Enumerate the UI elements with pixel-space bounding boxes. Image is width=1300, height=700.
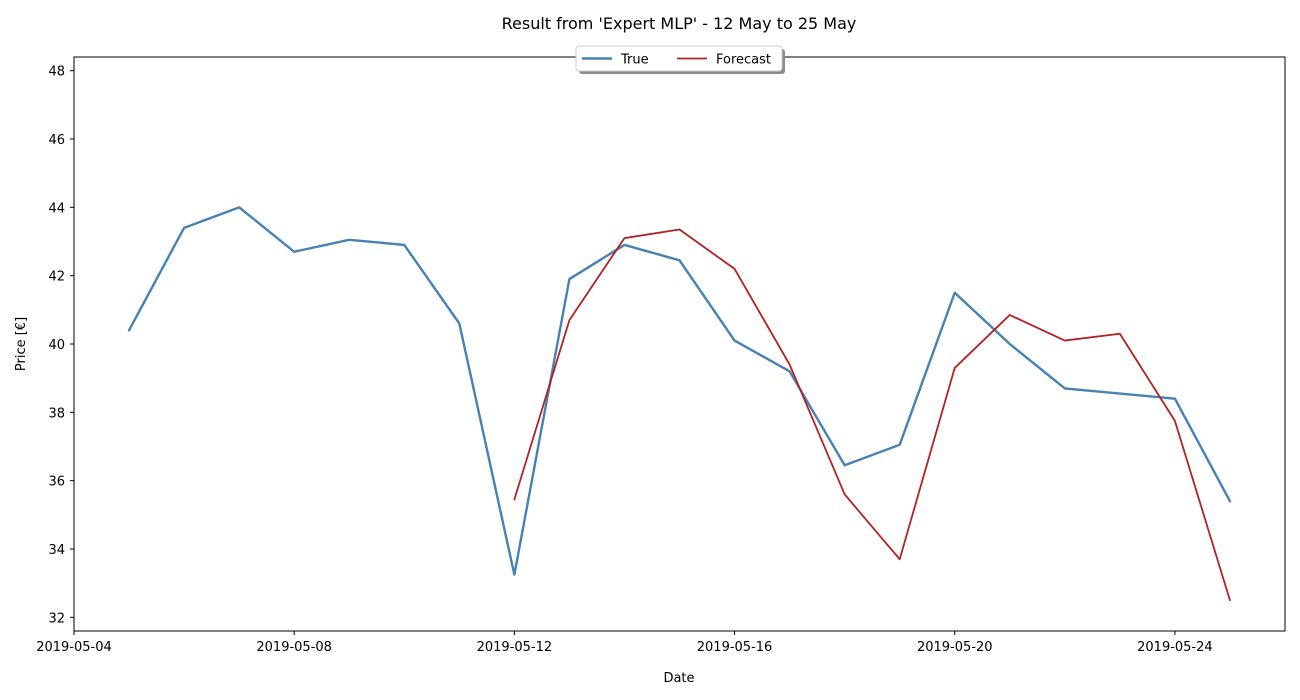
x-tick-label: 2019-05-20 bbox=[917, 640, 993, 655]
x-tick-label: 2019-05-24 bbox=[1137, 640, 1213, 655]
y-tick-label: 40 bbox=[48, 338, 65, 353]
y-tick-label: 48 bbox=[48, 65, 65, 80]
x-axis-ticks: 2019-05-04 2019-05-08 2019-05-12 2019-05-16… bbox=[36, 631, 1213, 655]
legend-label-forecast: Forecast bbox=[716, 53, 771, 68]
y-tick-label: 36 bbox=[48, 475, 65, 490]
y-tick-label: 38 bbox=[48, 406, 65, 421]
y-tick-label: 34 bbox=[48, 543, 65, 558]
series-layer bbox=[127, 206, 1232, 602]
y-axis-ticks: 32 34 36 38 40 42 44 46 48 bbox=[48, 65, 74, 626]
x-tick-label: 2019-05-04 bbox=[36, 640, 112, 655]
chart-title: Result from 'Expert MLP' - 12 May to 25 … bbox=[502, 14, 857, 33]
legend: True Forecast bbox=[575, 45, 785, 74]
series-line-forecast bbox=[513, 228, 1231, 602]
series-line-true bbox=[127, 206, 1232, 576]
legend-label-true: True bbox=[620, 53, 649, 68]
x-tick-label: 2019-05-16 bbox=[697, 640, 773, 655]
plot-area-frame bbox=[73, 56, 1286, 632]
y-tick-label: 44 bbox=[48, 201, 65, 216]
y-axis-label: Price [€] bbox=[14, 317, 29, 371]
x-tick-label: 2019-05-08 bbox=[256, 640, 332, 655]
y-tick-label: 42 bbox=[48, 270, 65, 285]
x-tick-label: 2019-05-12 bbox=[477, 640, 553, 655]
y-tick-label: 46 bbox=[48, 133, 65, 148]
x-axis-label: Date bbox=[663, 671, 694, 686]
y-tick-label: 32 bbox=[48, 611, 65, 626]
